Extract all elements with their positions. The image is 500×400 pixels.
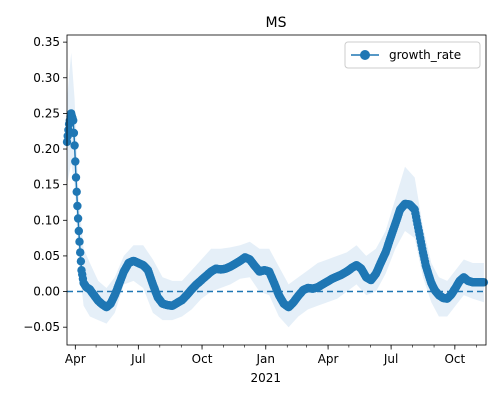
plot-frame (66, 34, 487, 346)
x-tick-label: Apr (318, 352, 339, 366)
y-axis: −0.05 0.00 0.05 0.10 0.15 0.20 0.25 0.30 0.35 (23, 35, 67, 334)
x-tick-label: Oct (192, 352, 213, 366)
series-point (76, 257, 86, 266)
series-point (69, 128, 79, 138)
y-tick-label: 0.15 (33, 178, 60, 192)
x-tick-label: Jul (130, 352, 145, 366)
x-axis: Apr Jul Oct Jan 2021 Apr Jul Oct (65, 345, 477, 385)
legend: growth_rate (344, 41, 481, 69)
series-point (75, 237, 84, 246)
x-tick-label: Oct (444, 352, 465, 366)
series-point (73, 214, 83, 223)
y-tick-label: 0.35 (33, 35, 60, 49)
y-tick-label: −0.05 (23, 320, 60, 334)
series-point (479, 278, 489, 287)
series-point (69, 116, 78, 125)
y-tick-label: 0.05 (33, 249, 60, 263)
x-tick-label: Apr (65, 352, 86, 366)
series-point (76, 248, 85, 257)
series-point (73, 201, 82, 211)
series-point (71, 157, 80, 166)
x-tick-label: Jul (383, 352, 398, 366)
y-tick-label: 0.20 (33, 142, 60, 156)
x-tick-label: Jan (256, 352, 276, 366)
series-point (70, 141, 79, 150)
series-layer (62, 109, 489, 312)
series-point (72, 187, 81, 196)
legend-box (344, 41, 481, 69)
x-tick-year-label: 2021 (250, 371, 281, 385)
y-tick-label: 0.00 (33, 285, 60, 299)
y-tick-label: 0.25 (33, 106, 60, 120)
legend-entry-growth-rate: growth_rate (389, 48, 461, 62)
series-point (74, 226, 84, 236)
y-tick-label: 0.30 (33, 71, 60, 85)
legend-marker-swatch (360, 50, 370, 60)
y-tick-label: 0.10 (33, 213, 60, 227)
series-point (71, 173, 81, 182)
chart-title: MS (266, 15, 287, 31)
